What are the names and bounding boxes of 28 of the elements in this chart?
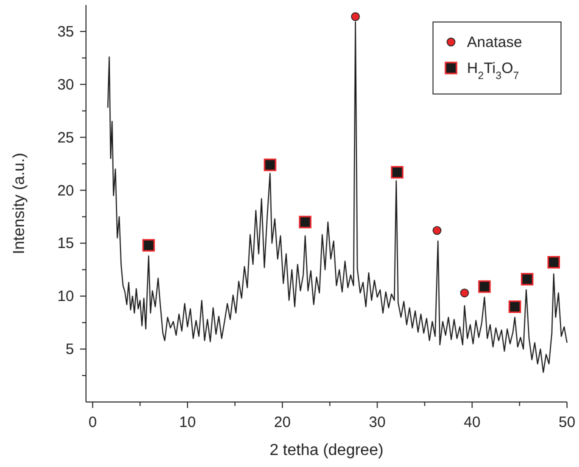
point (351, 12, 360, 22)
y-tick-label: 25 (57, 129, 74, 146)
legend-label: H$_{2}$Ti$_{3}$O$_{7}$ (467, 60, 520, 82)
y-tick-label: 5 (66, 341, 74, 358)
point (390, 166, 404, 179)
y-tick-label: 30 (57, 76, 74, 94)
x-tick-label: 30 (368, 414, 386, 431)
point (264, 158, 276, 172)
x-tick-label: 40 (464, 414, 480, 431)
point (520, 272, 534, 286)
y-tick-label: 35 (57, 23, 74, 40)
x-axis-title: 2 tetha (degree) (270, 442, 384, 459)
x-tick-label: 10 (179, 414, 196, 431)
x-tick-label: 0 (88, 414, 97, 431)
legend-label: Anatase (467, 34, 522, 51)
y-axis-title: Intensity (a.u.) (11, 152, 28, 254)
point (460, 288, 469, 298)
point (478, 280, 491, 293)
y-tick-label: 10 (57, 288, 74, 306)
point (508, 300, 522, 313)
point (432, 226, 442, 235)
point (547, 256, 560, 269)
x-tick-label: 20 (274, 414, 291, 431)
point (142, 239, 155, 252)
y-tick-label: 20 (57, 182, 74, 200)
y-tick-label: 15 (57, 235, 74, 252)
point (298, 216, 312, 228)
x-tick-label: 50 (558, 414, 576, 431)
